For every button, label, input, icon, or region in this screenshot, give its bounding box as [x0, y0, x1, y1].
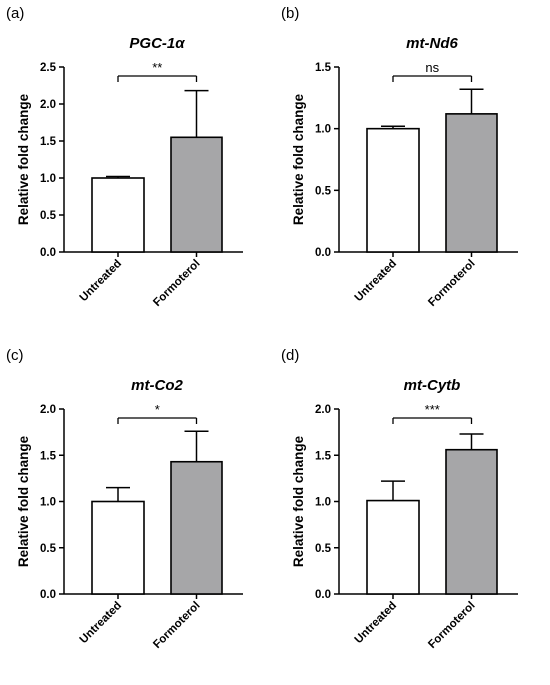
- y-tick-label: 1.0: [40, 173, 56, 185]
- chart-pgc1a: (a) PGC-1α Relative fold change 0.0 0.5 1.0 1.…: [6, 5, 243, 309]
- x-tick-label: Formoterol: [151, 600, 202, 651]
- x-tick-label: Untreated: [353, 258, 399, 304]
- chart-mt-co2: (c) mt-Co2 Relative fold change 0.0 0.5 1.0 1.…: [6, 347, 243, 651]
- significance-label: ***: [425, 402, 440, 417]
- x-tick-label: Untreated: [78, 600, 124, 646]
- chart-mt-cytb: (d) mt-Cytb Relative fold change 0.0 0.5 1.0 1…: [281, 347, 518, 651]
- y-tick-label: 1.5: [40, 450, 57, 462]
- y-axis-label: Relative fold change: [291, 93, 306, 225]
- y-tick-label: 2.0: [40, 404, 56, 416]
- y-tick-label: 0.5: [315, 543, 332, 555]
- y-axis-label: Relative fold change: [16, 93, 31, 225]
- panel-b: (b) mt-Nd6 Relative fold change 0.0 0.5 1.0 1.…: [275, 0, 550, 342]
- y-tick-label: 1.5: [315, 62, 332, 74]
- panel-a: (a) PGC-1α Relative fold change 0.0 0.5 1.0 1.…: [0, 0, 275, 342]
- significance-label: **: [152, 60, 162, 75]
- bar-untreated: [366, 127, 420, 253]
- y-tick-label: 2.5: [40, 62, 57, 74]
- bar-untreated: [91, 500, 145, 595]
- chart-mt-nd6: (b) mt-Nd6 Relative fold change 0.0 0.5 1.0 1.…: [281, 5, 518, 309]
- y-tick-label: 0.0: [40, 589, 56, 601]
- x-tick-label: Untreated: [353, 600, 399, 646]
- significance-label: ns: [425, 60, 439, 75]
- y-tick-label: 0.0: [40, 247, 56, 259]
- y-tick-label: 0.0: [315, 247, 331, 259]
- bar-untreated: [91, 177, 145, 253]
- significance-label: *: [155, 402, 160, 417]
- y-tick-label: 0.0: [315, 589, 331, 601]
- y-tick-label: 1.0: [315, 124, 331, 136]
- bar-untreated: [366, 499, 420, 595]
- bar-formoterol: [445, 113, 498, 253]
- panel-label: (a): [6, 5, 24, 22]
- x-tick-label: Untreated: [78, 258, 124, 304]
- y-tick-label: 1.0: [315, 497, 331, 509]
- y-axis-label: Relative fold change: [16, 435, 31, 567]
- x-tick-label: Formoterol: [151, 258, 202, 309]
- panel-d: (d) mt-Cytb Relative fold change 0.0 0.5 1.0 1…: [275, 342, 550, 684]
- chart-title: PGC-1α: [129, 35, 185, 52]
- panel-label: (b): [281, 5, 299, 22]
- y-tick-label: 1.5: [40, 136, 57, 148]
- y-tick-label: 1.0: [40, 497, 56, 509]
- y-axis-label: Relative fold change: [291, 435, 306, 567]
- y-tick-label: 1.5: [315, 450, 332, 462]
- bar-formoterol: [170, 136, 223, 253]
- y-tick-label: 2.0: [40, 99, 56, 111]
- y-tick-label: 2.0: [315, 404, 331, 416]
- chart-title: mt-Cytb: [404, 377, 461, 394]
- y-tick-label: 0.5: [40, 210, 57, 222]
- panel-c: (c) mt-Co2 Relative fold change 0.0 0.5 1.0 1.…: [0, 342, 275, 684]
- chart-title: mt-Co2: [131, 377, 183, 394]
- x-tick-label: Formoterol: [426, 600, 477, 651]
- y-tick-label: 0.5: [315, 185, 332, 197]
- chart-title: mt-Nd6: [406, 35, 458, 52]
- panel-label: (d): [281, 347, 299, 364]
- x-tick-label: Formoterol: [426, 258, 477, 309]
- y-tick-label: 0.5: [40, 543, 57, 555]
- bar-formoterol: [170, 460, 223, 595]
- bar-formoterol: [445, 448, 498, 595]
- panel-label: (c): [6, 347, 24, 364]
